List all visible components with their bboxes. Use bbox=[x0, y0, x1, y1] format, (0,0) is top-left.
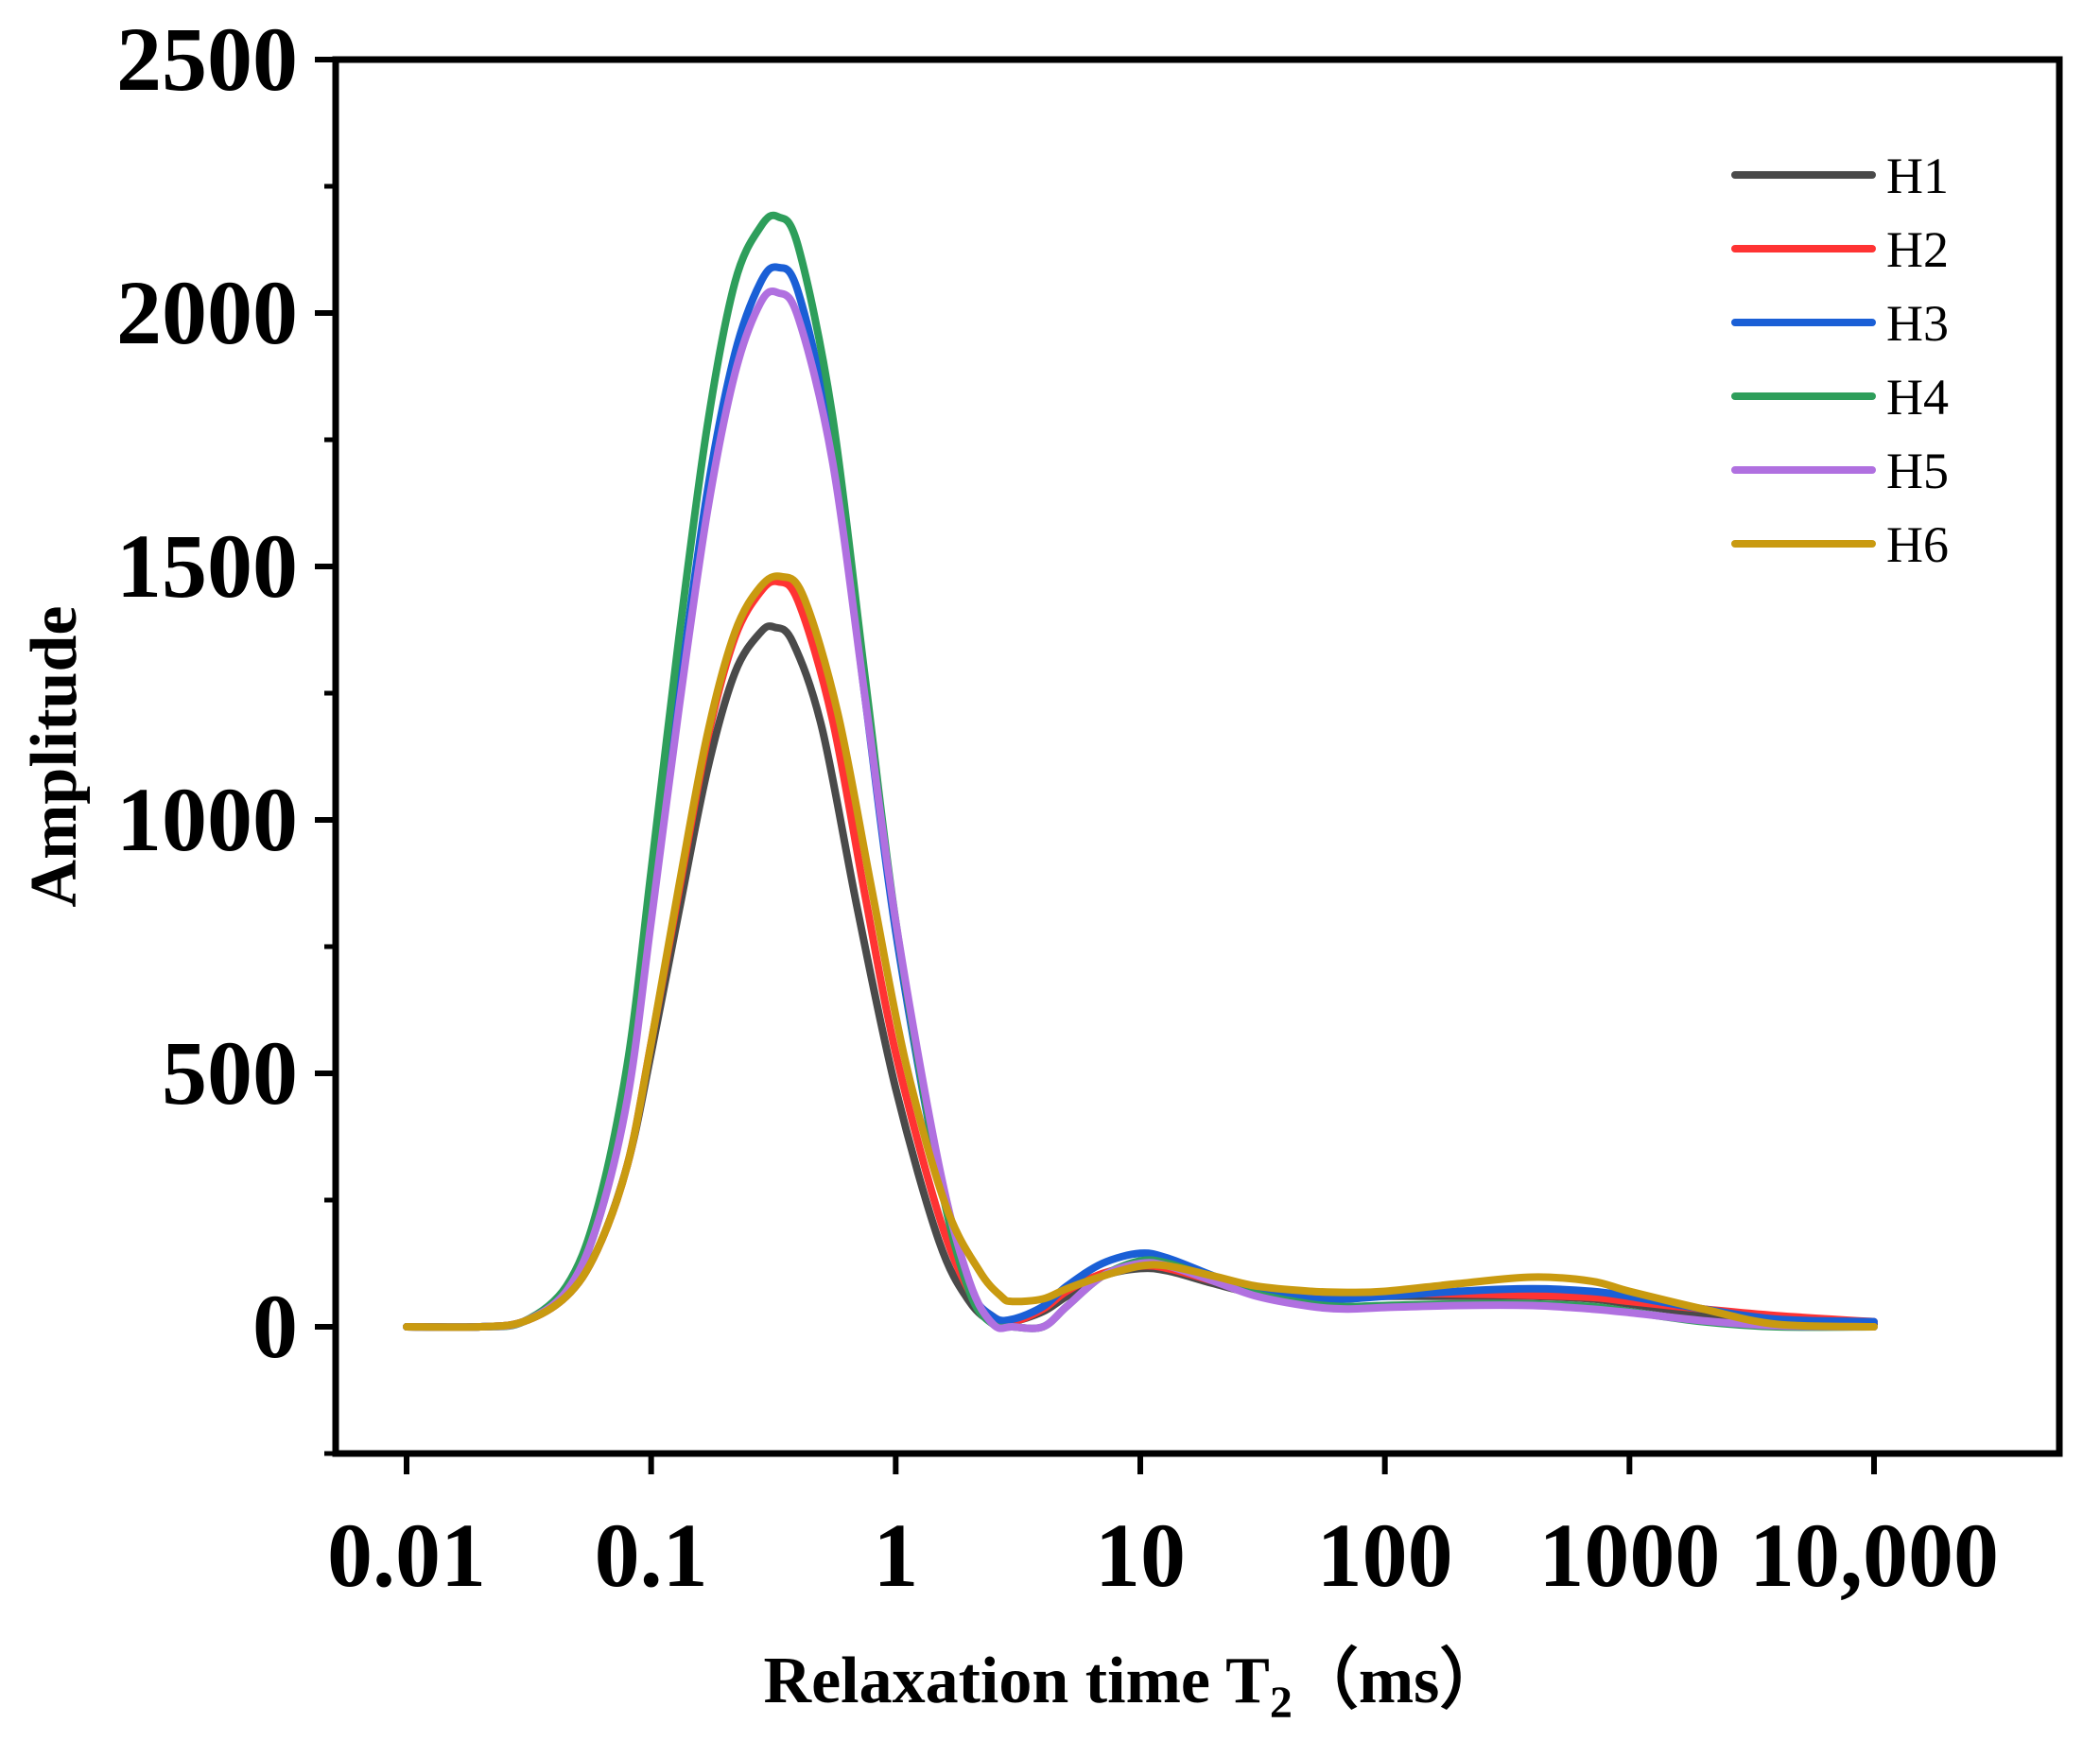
y-tick-label: 2000 bbox=[116, 262, 298, 363]
series-layer bbox=[403, 211, 1878, 1332]
legend-label-h4: H4 bbox=[1886, 369, 1949, 426]
legend-label-h1: H1 bbox=[1886, 148, 1949, 204]
plot-frame bbox=[332, 56, 2063, 1457]
legend-label-h5: H5 bbox=[1886, 443, 1949, 499]
y-tick-label: 2500 bbox=[116, 9, 298, 110]
x-tick-label: 0.01 bbox=[327, 1505, 486, 1606]
y-tick-label: 0 bbox=[252, 1276, 298, 1377]
x-axis-title-unit: （ms） bbox=[1293, 1644, 1506, 1717]
axes: 0 500 1000 1500 2000 2500 0.01 0.1 1 10 100 1000 10,… bbox=[116, 9, 1999, 1606]
y-axis-title: Amplitude bbox=[18, 606, 91, 908]
x-tick-label: 100 bbox=[1317, 1505, 1453, 1606]
x-axis-title: Relaxation time T2（ms） bbox=[764, 1644, 1506, 1728]
series-line-h1 bbox=[403, 622, 1878, 1332]
x-axis-title-main: Relaxation time T bbox=[764, 1645, 1270, 1717]
x-tick-label: 10,000 bbox=[1749, 1505, 1999, 1606]
x-tick-label: 1000 bbox=[1538, 1505, 1720, 1606]
y-tick-label: 1000 bbox=[116, 769, 298, 870]
x-tick-label: 1 bbox=[873, 1505, 918, 1606]
x-tick-label: 10 bbox=[1095, 1505, 1186, 1606]
y-tick-label: 1500 bbox=[116, 515, 298, 617]
series-line-h2 bbox=[403, 577, 1878, 1332]
legend-label-h2: H2 bbox=[1886, 221, 1949, 278]
x-tick-label: 0.1 bbox=[595, 1505, 708, 1606]
legend: H1 H2 H3 H4 H5 H6 bbox=[1731, 148, 1949, 573]
series-line-h6 bbox=[403, 572, 1878, 1332]
legend-label-h6: H6 bbox=[1886, 516, 1949, 573]
legend-label-h3: H3 bbox=[1886, 295, 1949, 352]
y-tick-label: 500 bbox=[162, 1022, 298, 1123]
series-line-h5 bbox=[403, 287, 1878, 1332]
x-axis-title-subscript: 2 bbox=[1270, 1678, 1293, 1728]
